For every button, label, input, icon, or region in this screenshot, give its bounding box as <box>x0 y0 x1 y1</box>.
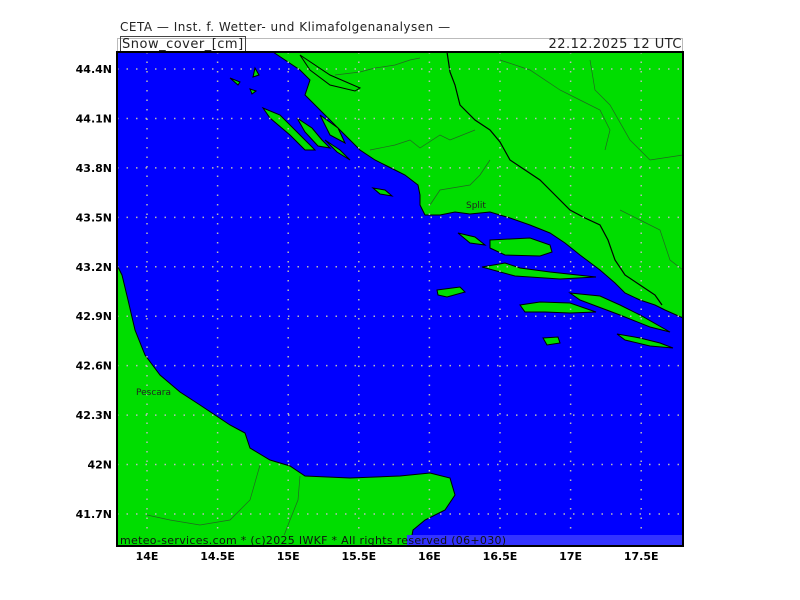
map-frame <box>116 51 684 547</box>
province-border <box>589 59 684 161</box>
lat-tick-label: 42.3N <box>76 409 112 422</box>
province-border <box>499 59 611 151</box>
lat-tick-label: 43.5N <box>76 211 112 224</box>
province-border <box>369 129 476 151</box>
lat-tick-label: 41.7N <box>76 508 112 521</box>
island <box>229 77 241 86</box>
island <box>616 333 674 349</box>
lat-tick-label: 44.1N <box>76 112 112 125</box>
island <box>568 292 671 333</box>
island <box>319 114 347 145</box>
island <box>542 336 561 346</box>
island <box>296 117 332 149</box>
province-border <box>619 209 684 271</box>
lon-tick-label: 17.5E <box>624 550 659 563</box>
lat-tick-label: 43.8N <box>76 162 112 175</box>
lat-tick-label: 42.6N <box>76 360 112 373</box>
variable-label: Snow_cover_[cm] <box>120 36 246 53</box>
grid <box>117 52 683 546</box>
lon-tick-label: 14E <box>136 550 159 563</box>
island <box>252 66 260 78</box>
variable-name: Snow_cover_[cm] <box>120 36 246 53</box>
lon-tick-label: 17E <box>559 550 582 563</box>
land <box>116 51 684 547</box>
lon-tick-label: 16.5E <box>483 550 518 563</box>
island <box>436 286 466 298</box>
footer-credit: meteo-services.com * (c)2025 IWKF * All … <box>120 534 507 547</box>
province-border <box>334 57 421 76</box>
axis-ticks: 14E 14.5E 15E 15.5E 16E 16.5E 17E 17.5E 44.4N 44.… <box>76 63 659 563</box>
lon-tick-label: 15E <box>277 550 300 563</box>
island <box>299 54 362 92</box>
island <box>489 237 553 257</box>
island <box>249 88 258 95</box>
province-border <box>146 464 261 526</box>
country-border <box>446 51 663 306</box>
island <box>324 139 351 161</box>
place-label-split: Split <box>466 201 486 211</box>
footer-band-land <box>117 535 407 546</box>
valid-time: 22.12.2025 12 UTC <box>548 37 682 52</box>
lon-tick-label: 16E <box>418 550 441 563</box>
island <box>371 187 394 197</box>
island <box>261 106 317 151</box>
lat-tick-label: 44.4N <box>76 63 112 76</box>
lon-tick-label: 15.5E <box>341 550 376 563</box>
lat-tick-label: 43.2N <box>76 261 112 274</box>
land-italy <box>116 264 456 547</box>
province-border <box>429 159 491 206</box>
province-borders <box>146 57 684 547</box>
lat-tick-label: 42.9N <box>76 310 112 323</box>
island <box>481 262 597 280</box>
island <box>457 232 487 246</box>
province-border <box>279 475 301 547</box>
place-label-pescara: Pescara <box>136 388 171 398</box>
lat-tick-label: 42N <box>87 459 112 472</box>
lon-tick-label: 14.5E <box>200 550 235 563</box>
island <box>519 301 597 314</box>
institute-title: CETA — Inst. f. Wetter- und Klimafolgena… <box>120 20 451 34</box>
